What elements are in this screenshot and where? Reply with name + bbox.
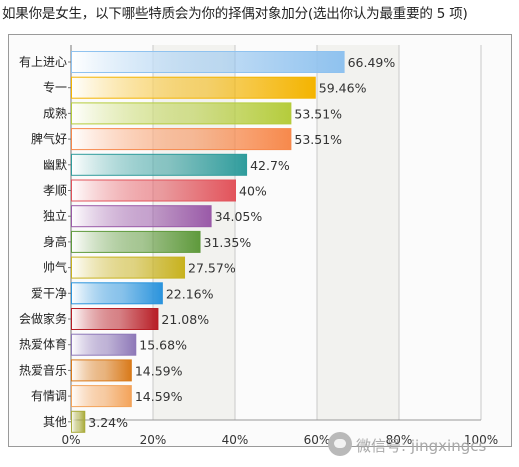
bar <box>71 359 132 382</box>
bar <box>71 153 248 176</box>
bar <box>71 385 132 408</box>
category-label: 热爱体育 <box>19 337 67 352</box>
plot-band <box>317 45 399 420</box>
bar <box>71 333 137 356</box>
category-label: 幽默 <box>43 157 67 172</box>
bar-chart: 0% 20% 40% 60% 80% 100% 有上进心 66.49% 专一 59.46% 成熟 53… <box>19 45 498 446</box>
x-tick-label: 80% <box>386 433 413 446</box>
category-label: 孝顺 <box>43 184 67 198</box>
value-label: 53.51% <box>294 106 342 121</box>
bar <box>71 256 186 279</box>
value-label: 3.24% <box>88 415 128 430</box>
value-label: 21.08% <box>161 312 209 327</box>
bar <box>71 51 345 73</box>
value-label: 59.46% <box>319 81 367 96</box>
x-tick-label: 0% <box>61 433 80 446</box>
bar <box>71 102 292 125</box>
bar <box>71 76 316 99</box>
category-label: 有上进心 <box>19 55 67 69</box>
category-label: 帅气 <box>43 260 67 275</box>
category-label: 会做家务 <box>19 311 67 326</box>
category-label: 其他 <box>43 415 67 429</box>
bar-chart-frame: 0% 20% 40% 60% 80% 100% 有上进心 66.49% 专一 59.46% 成熟 53… <box>8 34 512 447</box>
category-label: 有情调 <box>31 389 67 403</box>
wechat-icon <box>328 432 352 456</box>
bar <box>71 282 163 305</box>
value-label: 34.05% <box>215 209 263 224</box>
category-label: 独立 <box>43 208 67 223</box>
value-label: 22.16% <box>166 286 214 301</box>
category-label: 成熟 <box>43 105 67 120</box>
x-tick-label: 100% <box>464 433 498 446</box>
value-label: 15.68% <box>139 338 187 353</box>
category-label: 爱干净 <box>31 286 67 300</box>
bar <box>71 230 201 253</box>
x-tick-label: 60% <box>304 433 331 446</box>
bar <box>71 179 236 202</box>
x-tick-label: 40% <box>222 433 249 446</box>
category-label: 身高 <box>43 234 67 249</box>
bar <box>71 205 212 228</box>
watermark: 微信号: jingxingcs <box>326 430 516 460</box>
bar <box>71 410 86 433</box>
value-label: 27.57% <box>188 261 236 276</box>
bar <box>71 308 159 330</box>
value-label: 53.51% <box>294 132 342 147</box>
survey-question: 如果你是女生，以下哪些特质会为你的择偶对象加分(选出你认为最重要的 5 项) <box>2 6 468 22</box>
x-tick-label: 20% <box>140 433 167 446</box>
value-label: 14.59% <box>135 389 183 404</box>
category-label: 脾气好 <box>31 131 67 146</box>
value-label: 42.7% <box>250 158 290 173</box>
category-label: 热爱音乐 <box>19 362 67 377</box>
value-label: 40% <box>239 184 267 199</box>
bar <box>71 128 292 151</box>
value-label: 31.35% <box>204 235 252 250</box>
category-label: 专一 <box>43 80 67 95</box>
value-label: 66.49% <box>348 55 396 70</box>
value-label: 14.59% <box>135 363 183 378</box>
watermark-text: 微信号: jingxingcs <box>356 437 487 455</box>
